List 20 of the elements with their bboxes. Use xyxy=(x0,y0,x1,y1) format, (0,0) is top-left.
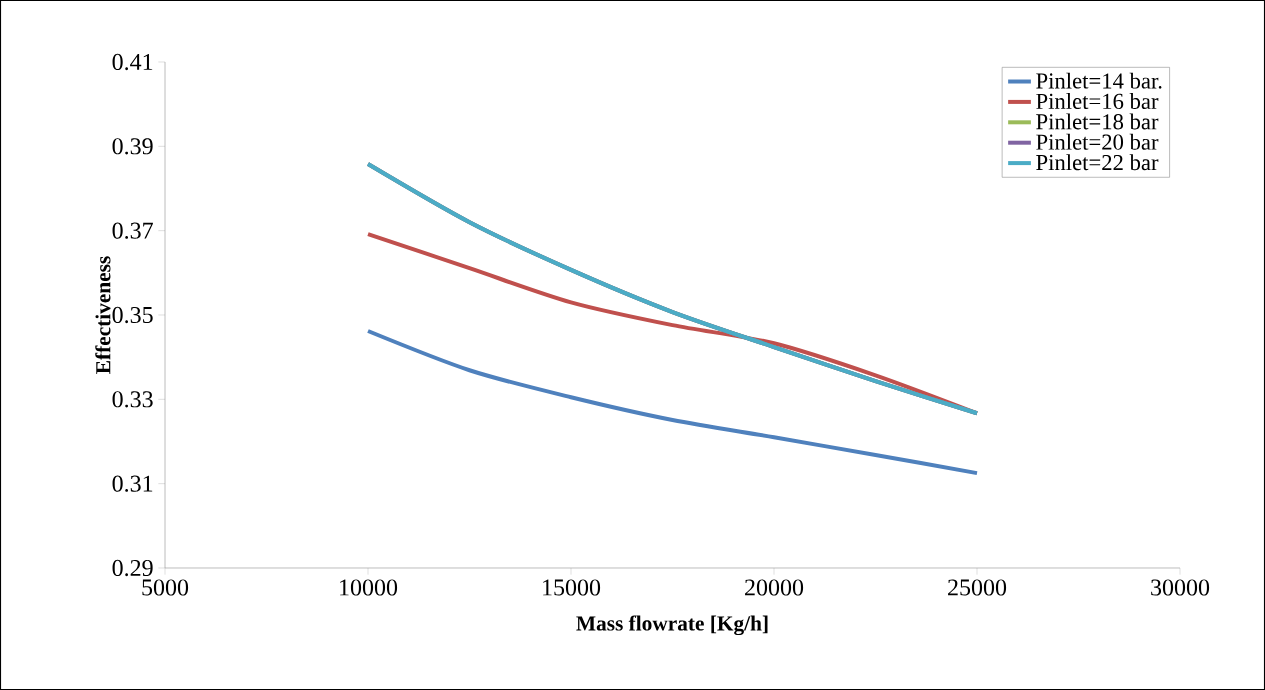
y-tick-label: 0.33 xyxy=(112,391,153,408)
legend-label: Pinlet=20 bar xyxy=(1036,133,1159,150)
y-tick-label: 0.35 xyxy=(112,306,153,324)
x-tick-label: 10000 xyxy=(340,579,398,596)
x-tick-label: 15000 xyxy=(543,579,601,596)
y-tick-label: 0.29 xyxy=(112,559,153,577)
x-tick-label: 30000 xyxy=(1151,579,1210,596)
y-tick-label: 0.41 xyxy=(112,53,153,71)
x-tick-label: 25000 xyxy=(948,579,1007,596)
y-tick-label: 0.39 xyxy=(112,138,153,155)
legend-label: Pinlet=14 bar. xyxy=(1036,72,1162,89)
x-tick-label: 20000 xyxy=(745,579,804,596)
y-tick-label: 0.37 xyxy=(112,222,153,239)
y-axis-title: Effectiveness xyxy=(95,256,111,374)
legend-label: Pinlet=16 bar xyxy=(1036,93,1159,110)
legend-label: Pinlet=22 bar xyxy=(1036,154,1159,171)
y-tick-label: 0.31 xyxy=(112,475,153,492)
x-tick-label: 5000 xyxy=(142,579,189,596)
legend-label: Pinlet=18 bar xyxy=(1036,113,1159,130)
x-axis-title: Mass flowrate [Kg/h] xyxy=(576,615,768,636)
